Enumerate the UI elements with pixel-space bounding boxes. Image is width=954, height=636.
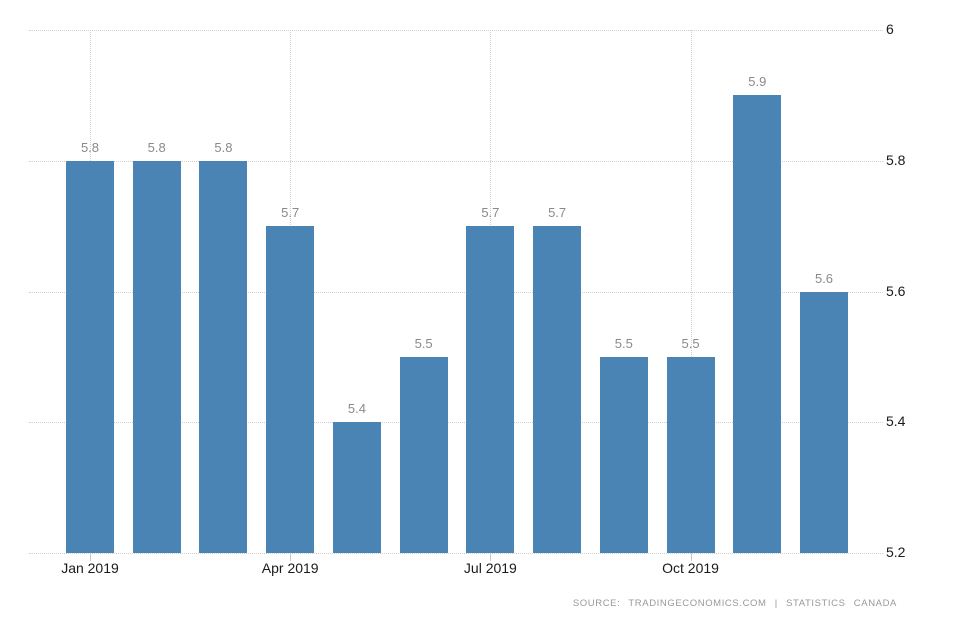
y-gridline	[29, 553, 883, 554]
bar-feb-2019[interactable]	[132, 160, 181, 553]
x-axis-tick-label: Oct 2019	[662, 560, 719, 576]
bar-value-label: 5.7	[548, 205, 567, 221]
y-gridline	[29, 422, 883, 424]
bar-nov-2019[interactable]	[733, 95, 782, 553]
bar-apr-2019[interactable]	[266, 226, 315, 553]
x-gridline	[690, 30, 692, 553]
y-axis-tick-label: 5.6	[886, 282, 906, 299]
y-gridline	[29, 291, 883, 293]
bar-jan-2019[interactable]	[66, 160, 114, 553]
bar-oct-2019[interactable]	[666, 356, 715, 553]
bar-may-2019[interactable]	[332, 422, 381, 553]
y-axis-tick-label: 5.8	[886, 151, 906, 168]
x-axis-tickmark	[90, 553, 91, 561]
bar-value-label: 5.6	[814, 270, 834, 286]
y-axis-tick-label: 6	[886, 21, 894, 37]
x-axis-tickmark	[690, 553, 692, 561]
x-axis-tickmark	[290, 553, 292, 561]
bar-jun-2019[interactable]	[399, 356, 448, 553]
x-axis-tick-label: Jul 2019	[463, 560, 517, 576]
bar-value-label: 5.5	[614, 335, 633, 351]
bar-dec-2019[interactable]	[800, 291, 849, 553]
bar-jul-2019[interactable]	[466, 226, 515, 553]
y-axis-tick-label: 5.4	[886, 413, 906, 430]
x-axis-tick-label: Apr 2019	[261, 560, 319, 576]
bar-value-label: 5.8	[80, 139, 100, 155]
source-attribution: SOURCE: TRADINGECONOMICS.COM | STATISTIC…	[572, 598, 897, 609]
x-axis-tick-label: Jan 2019	[61, 560, 119, 576]
y-gridline	[29, 160, 883, 162]
bar-mar-2019[interactable]	[199, 160, 248, 553]
bar-value-label: 5.7	[481, 205, 500, 221]
bar-value-label: 5.8	[214, 139, 233, 155]
bar-value-label: 5.9	[748, 74, 767, 90]
bar-aug-2019[interactable]	[533, 226, 582, 553]
y-axis-tick-label: 5.2	[886, 544, 906, 560]
y-gridline	[29, 30, 883, 31]
bar-value-label: 5.7	[281, 205, 300, 221]
bar-value-label: 5.4	[347, 401, 366, 417]
x-axis-tickmark	[490, 553, 492, 561]
bar-value-label: 5.5	[681, 335, 700, 351]
bar-value-label: 5.5	[414, 335, 433, 351]
bar-value-label: 5.8	[147, 139, 166, 155]
bar-sep-2019[interactable]	[599, 356, 648, 553]
